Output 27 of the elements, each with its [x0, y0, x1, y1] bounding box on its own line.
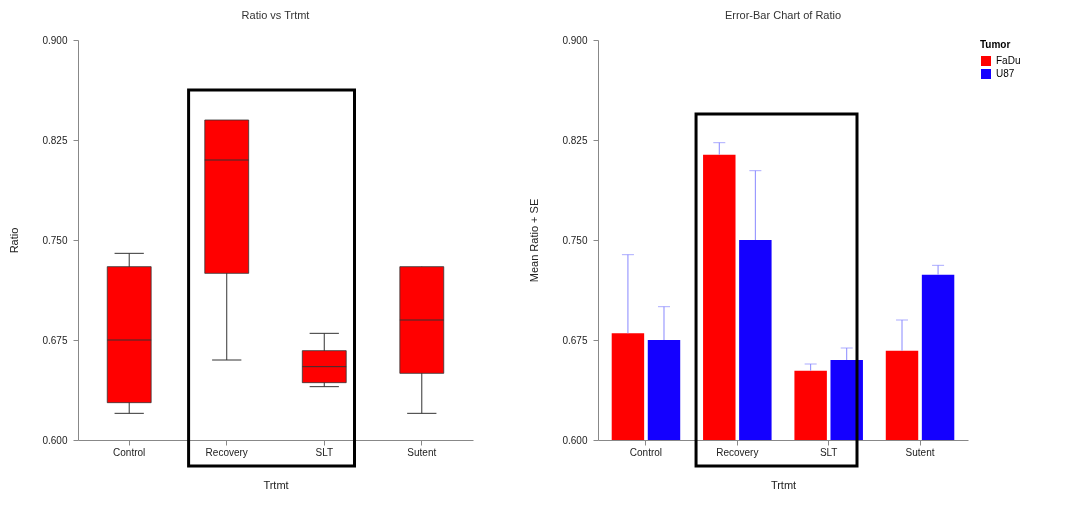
x-axis-title: Trtmt	[770, 478, 797, 491]
y-axis-title: Ratio	[8, 227, 21, 254]
x-tick-label: Control	[629, 446, 663, 458]
x-tick-label: SLT	[819, 446, 838, 458]
x-tick-label: Control	[113, 446, 146, 458]
x-tick-label: Recovery	[716, 446, 759, 458]
chart-title: Ratio vs Trtmt	[241, 9, 310, 21]
y-tick-label: 0.750	[42, 234, 68, 246]
y-tick-label: 0.600	[42, 434, 68, 446]
chart-title: Error-Bar Chart of Ratio	[724, 9, 842, 21]
x-tick-label: Sutent	[407, 446, 437, 458]
x-axis-title: Trtmt	[263, 478, 289, 491]
y-tick-label: 0.600	[562, 434, 588, 446]
y-tick-label: 0.900	[42, 34, 68, 46]
y-tick-label: 0.900	[562, 34, 588, 46]
legend-label: U87	[996, 68, 1015, 79]
y-tick-label: 0.675	[42, 334, 68, 346]
x-tick-label: Recovery	[205, 446, 248, 458]
y-tick-label: 0.750	[562, 234, 588, 246]
legend-label: FaDu	[996, 55, 1021, 66]
legend-title: Tumor	[980, 39, 1011, 50]
y-axis-title: Mean Ratio + SE	[528, 198, 541, 283]
x-tick-label: Sutent	[905, 446, 935, 458]
y-tick-label: 0.825	[562, 134, 588, 146]
y-tick-label: 0.825	[42, 134, 68, 146]
x-tick-label: SLT	[315, 446, 334, 458]
y-tick-label: 0.675	[562, 334, 588, 346]
